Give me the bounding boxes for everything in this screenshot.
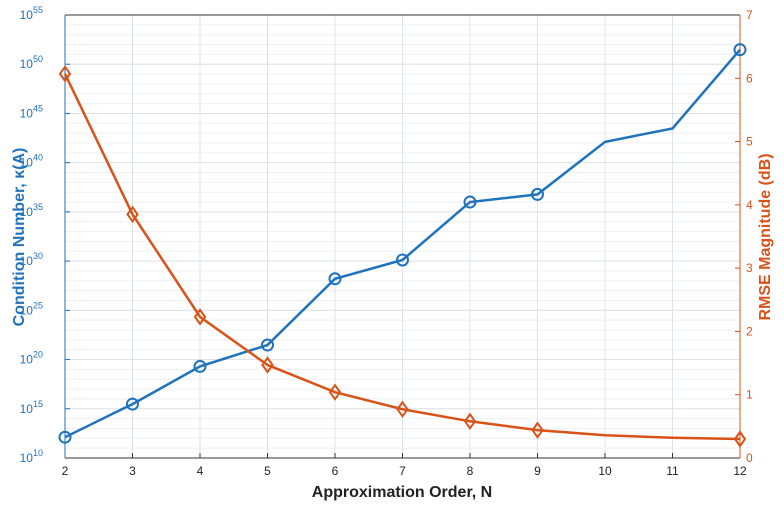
x-tick-label: 6 bbox=[332, 464, 339, 478]
y2-tick-label: 7 bbox=[746, 8, 753, 22]
x-tick-label: 10 bbox=[598, 464, 612, 478]
y-tick-base: 10 bbox=[20, 303, 34, 317]
x-tick-label: 8 bbox=[467, 464, 474, 478]
y-tick-label: 1040 bbox=[20, 153, 43, 170]
y-tick-base: 10 bbox=[20, 254, 34, 268]
y-tick-base: 10 bbox=[20, 402, 34, 416]
y-tick-base: 10 bbox=[20, 353, 34, 367]
y-axis-label: Condition Number, κ(A) bbox=[11, 148, 28, 327]
y-tick-exponent: 25 bbox=[33, 300, 43, 310]
y-tick-label: 1055 bbox=[20, 5, 43, 22]
y-tick-exponent: 55 bbox=[33, 5, 43, 15]
y-tick-base: 10 bbox=[20, 57, 34, 71]
marker bbox=[261, 356, 274, 374]
x-tick-label: 7 bbox=[399, 464, 406, 478]
marker bbox=[328, 383, 342, 401]
x-tick-label: 3 bbox=[129, 464, 136, 478]
y-tick-label: 1045 bbox=[20, 103, 43, 120]
marker bbox=[58, 430, 72, 444]
y2-axis-label: RMSE Magnitude (dB) bbox=[757, 153, 774, 320]
y-tick-exponent: 10 bbox=[33, 448, 43, 458]
x-tick-label: 9 bbox=[534, 464, 541, 478]
marker bbox=[261, 338, 274, 352]
y-tick-exponent: 35 bbox=[33, 202, 43, 212]
y2-tick-label: 0 bbox=[746, 451, 753, 465]
marker bbox=[193, 359, 207, 373]
y-tick-base: 10 bbox=[20, 106, 34, 120]
series-line bbox=[64, 48, 741, 439]
marker bbox=[531, 187, 544, 201]
y-tick-label: 1050 bbox=[20, 54, 43, 71]
y-tick-label: 1025 bbox=[20, 300, 43, 317]
y-tick-base: 10 bbox=[20, 205, 34, 219]
y2-tick-label: 1 bbox=[746, 388, 753, 402]
y2-tick-label: 4 bbox=[746, 198, 753, 212]
marker bbox=[463, 412, 477, 431]
marker bbox=[531, 421, 544, 439]
marker bbox=[396, 253, 409, 267]
y2-tick-label: 6 bbox=[746, 71, 753, 85]
marker bbox=[396, 400, 409, 418]
marker bbox=[463, 195, 477, 209]
y-tick-exponent: 45 bbox=[33, 103, 43, 113]
y-tick-exponent: 30 bbox=[33, 251, 43, 261]
marker bbox=[733, 430, 747, 448]
y2-tick-label: 2 bbox=[746, 324, 753, 338]
marker bbox=[58, 65, 72, 83]
x-tick-label: 2 bbox=[62, 464, 69, 478]
x-axis-label: Approximation Order, N bbox=[312, 484, 492, 501]
y-tick-exponent: 15 bbox=[33, 399, 43, 409]
x-tick-label: 12 bbox=[733, 464, 747, 478]
y-tick-base: 10 bbox=[20, 8, 34, 22]
y-tick-base: 10 bbox=[20, 451, 34, 465]
y-tick-base: 10 bbox=[20, 156, 34, 170]
y2-tick-label: 3 bbox=[746, 261, 753, 275]
y-tick-label: 1035 bbox=[20, 202, 43, 219]
y-tick-label: 1015 bbox=[20, 399, 43, 416]
y-tick-label: 1030 bbox=[20, 251, 43, 268]
y-tick-exponent: 50 bbox=[33, 54, 43, 64]
y-tick-exponent: 20 bbox=[33, 350, 43, 360]
marker bbox=[126, 205, 139, 224]
x-tick-label: 5 bbox=[264, 464, 271, 478]
marker bbox=[193, 308, 207, 326]
x-tick-label: 11 bbox=[666, 464, 679, 478]
y-tick-label: 1010 bbox=[20, 448, 43, 465]
series-line bbox=[63, 73, 741, 441]
marker bbox=[328, 272, 342, 286]
x-tick-label: 4 bbox=[197, 464, 204, 478]
y2-tick-label: 5 bbox=[746, 135, 753, 149]
y-tick-label: 1020 bbox=[20, 350, 43, 367]
marker bbox=[126, 397, 139, 411]
marker bbox=[733, 43, 747, 57]
y-tick-exponent: 40 bbox=[33, 153, 43, 163]
